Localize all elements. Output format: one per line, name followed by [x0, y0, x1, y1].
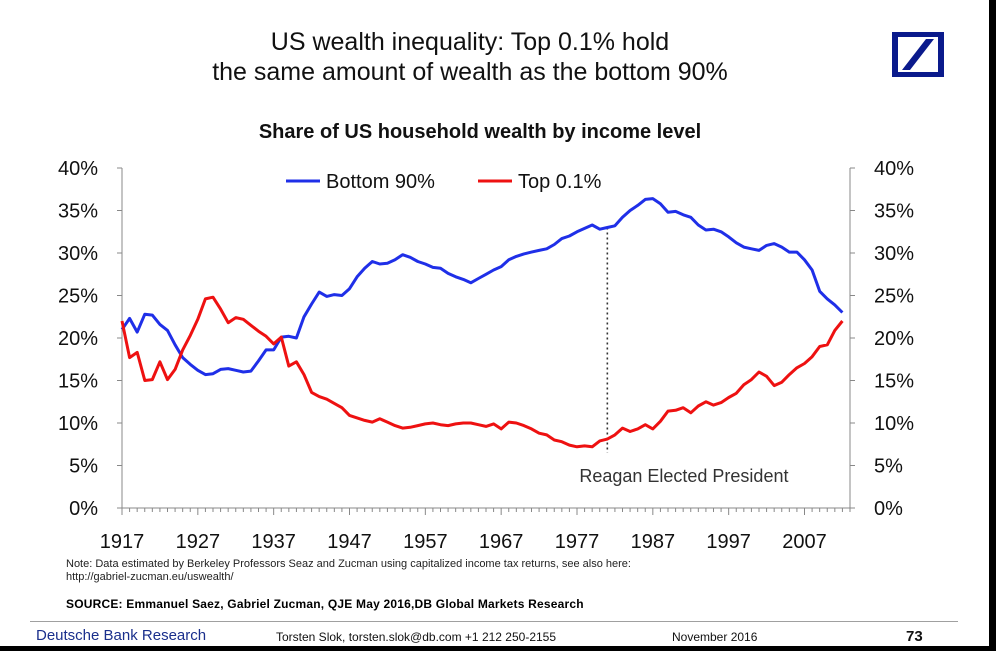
chart-title: Share of US household wealth by income l…	[258, 121, 702, 143]
chart-legend: Bottom 90% Top 0.1%	[286, 171, 602, 193]
legend-label: Bottom 90%	[326, 171, 435, 193]
x-tick-label: 1917	[100, 531, 145, 553]
x-tick-label: 1997	[706, 531, 751, 553]
slide-title-line-2: the same amount of wealth as the bottom …	[212, 58, 728, 86]
x-tick-label: 1937	[251, 531, 296, 553]
y-tick-label: 25%	[58, 286, 98, 308]
x-tick-label: 1957	[403, 531, 448, 553]
y-tick-label-right: 20%	[874, 328, 914, 350]
x-tick-label: 1987	[631, 531, 676, 553]
legend-label: Top 0.1%	[518, 171, 602, 193]
chart-note-url: http://gabriel-zucman.eu/uswealth/	[66, 571, 234, 583]
y-tick-label-right: 5%	[874, 456, 903, 478]
x-tick-label: 1967	[479, 531, 524, 553]
x-tick-label: 1947	[327, 531, 372, 553]
y-tick-label: 15%	[58, 371, 98, 393]
y-axis-right: 0% 5% 10% 15% 20% 25% 30% 35% 40%	[850, 158, 914, 520]
footer-divider	[30, 621, 958, 622]
chart-annotation: Reagan Elected President	[579, 227, 788, 486]
reagan-annotation-label: Reagan Elected President	[579, 466, 788, 486]
slide-title-line-1: US wealth inequality: Top 0.1% hold	[270, 28, 670, 56]
y-tick-label: 5%	[69, 456, 98, 478]
series-line-top-0-1	[120, 295, 844, 449]
line-chart: 0% 5% 10% 15% 20% 25% 30% 35% 40% 0% 5% 10% 15% 20% 2…	[58, 158, 914, 553]
logo-slash-icon	[902, 39, 934, 70]
footer-date: November 2016	[672, 630, 758, 644]
x-tick-label: 1927	[176, 531, 221, 553]
y-tick-label-right: 0%	[874, 498, 903, 520]
page-number: 73	[906, 628, 923, 645]
y-tick-label: 10%	[58, 413, 98, 435]
y-tick-label-right: 35%	[874, 201, 914, 223]
series-line-bottom-90	[120, 197, 844, 377]
chart-note: Note: Data estimated by Berkeley Profess…	[66, 558, 631, 570]
y-tick-label-right: 40%	[874, 158, 914, 180]
source-line: SOURCE: Emmanuel Saez, Gabriel Zucman, Q…	[66, 597, 584, 611]
y-tick-label: 35%	[58, 201, 98, 223]
y-tick-label: 20%	[58, 328, 98, 350]
y-tick-label-right: 30%	[874, 243, 914, 265]
y-tick-label-right: 10%	[874, 413, 914, 435]
x-tick-label: 2007	[782, 531, 827, 553]
y-axis-left: 0% 5% 10% 15% 20% 25% 30% 35% 40%	[58, 158, 122, 520]
chart-axes	[121, 168, 851, 509]
x-axis: 1917 1927 1937 1947 1957 1967 1977 1987 1997 2007	[100, 508, 851, 553]
footer-author-contact: Torsten Slok, torsten.slok@db.com +1 212…	[276, 630, 557, 644]
y-tick-label: 0%	[69, 498, 98, 520]
y-tick-label-right: 15%	[874, 371, 914, 393]
y-tick-label: 30%	[58, 243, 98, 265]
y-tick-label: 40%	[58, 158, 98, 180]
chart-series	[120, 197, 844, 449]
logo-inner-square	[898, 37, 938, 72]
footer-brand: Deutsche Bank Research	[36, 627, 207, 644]
x-tick-label: 1977	[555, 531, 600, 553]
y-tick-label-right: 25%	[874, 286, 914, 308]
deutsche-bank-logo	[892, 32, 944, 77]
